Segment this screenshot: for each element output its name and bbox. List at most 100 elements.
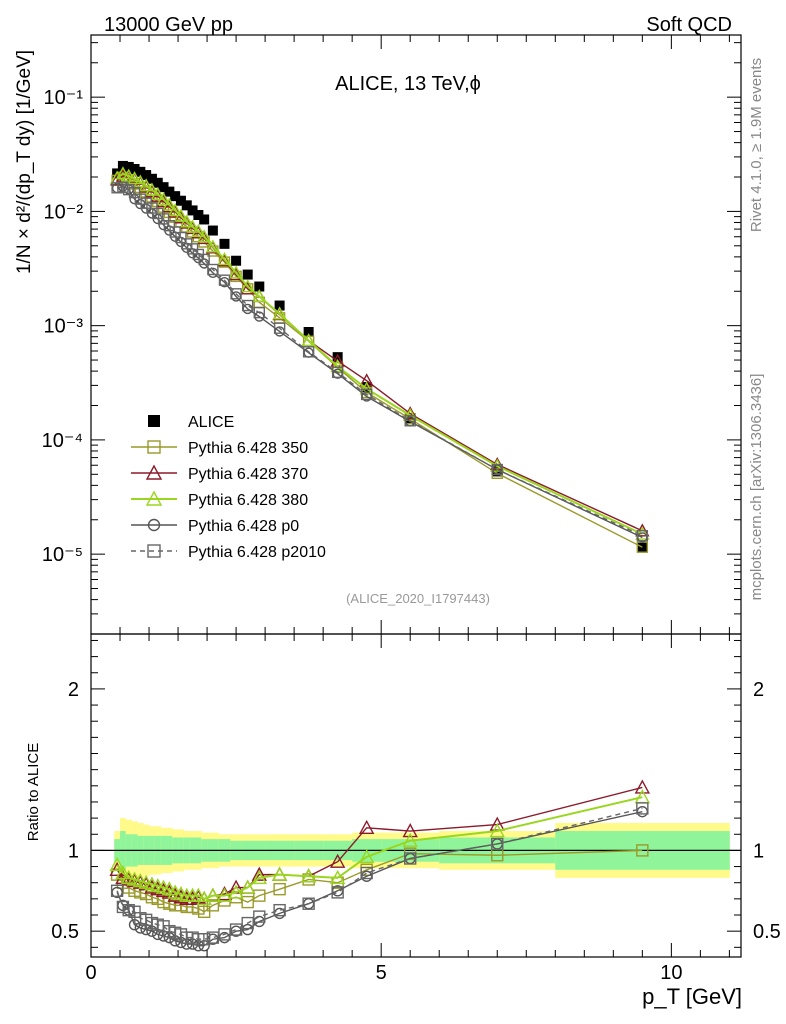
main-y-axis-label: 1/N × d²/(dp_T dy) [1/GeV] [14, 50, 35, 274]
legend-label: Pythia 6.428 350 [188, 440, 308, 457]
data-point [331, 366, 344, 379]
data-point [148, 415, 160, 427]
data-point [110, 884, 124, 897]
ratio-y-tick-label: 1 [68, 840, 79, 862]
x-tick-label: 5 [376, 962, 387, 984]
data-point [228, 265, 244, 279]
data-point [219, 238, 230, 249]
legend-entry-alice: ALICE [148, 414, 234, 431]
data-point [152, 177, 163, 188]
data-point [271, 866, 288, 881]
data-point [138, 178, 154, 192]
data-point [187, 205, 198, 216]
data-point [146, 173, 157, 184]
data-point [205, 239, 221, 253]
legend-label: Pythia 6.428 p2010 [188, 544, 326, 561]
data-point [491, 837, 504, 851]
data-point [207, 225, 218, 236]
data-point [167, 204, 183, 218]
data-point [273, 322, 286, 334]
legend-entry-p2010: Pythia 6.428 p2010 [131, 544, 326, 561]
data-point [331, 886, 344, 899]
legend-entry-p380: Pythia 6.428 380 [131, 490, 308, 509]
data-point [228, 267, 244, 281]
data-point [158, 182, 169, 193]
data-point [179, 214, 194, 228]
y-tick-label: 10⁻² [44, 201, 84, 223]
mcplots-site-label: mcplots.cern.ch [arXiv:1306.3436] [748, 374, 765, 601]
data-point [241, 923, 254, 936]
data-point [231, 255, 242, 266]
series-p380-main [109, 166, 650, 540]
data-point [241, 299, 254, 312]
data-point [191, 223, 206, 237]
data-point [301, 333, 316, 347]
data-point [135, 166, 146, 177]
data-point [217, 251, 232, 266]
legend: ALICE Pythia 6.428 350 Pythia 6.428 370 Pyt… [131, 414, 326, 561]
y-tick-label: 10⁻⁴ [42, 430, 83, 452]
data-point [162, 197, 177, 211]
data-point [329, 853, 346, 868]
data-point [181, 200, 192, 211]
data-point [251, 869, 267, 885]
data-point [117, 160, 128, 171]
y-tick-label: 10⁻⁵ [42, 544, 83, 566]
ratio-y-tick-label-right: 1 [753, 840, 764, 862]
data-point [134, 193, 147, 205]
data-point [111, 182, 123, 194]
data-point [489, 823, 505, 838]
data-point [253, 889, 266, 902]
data-point [300, 868, 317, 883]
data-point [358, 819, 375, 834]
data-point [123, 161, 134, 172]
data-point [240, 279, 255, 293]
legend-label: Pythia 6.428 380 [188, 492, 308, 509]
series-layer [109, 160, 651, 952]
data-point [252, 289, 267, 303]
data-point [115, 865, 131, 880]
data-point [404, 415, 416, 427]
data-point [329, 869, 346, 885]
data-point [147, 544, 161, 558]
ratio-y-tick-label-right: 2 [753, 679, 764, 701]
data-point [170, 191, 181, 202]
series-p2010-ratio [110, 802, 649, 946]
data-point [121, 168, 136, 182]
data-point [636, 844, 649, 857]
data-point [636, 530, 649, 542]
data-point [161, 881, 178, 896]
data-point [240, 879, 256, 894]
data-point [197, 933, 211, 946]
data-point [109, 856, 125, 872]
data-point [198, 253, 210, 266]
y-tick-label: 10⁻¹ [44, 87, 84, 109]
data-point [133, 174, 148, 188]
data-point [303, 326, 314, 337]
axis-ticks: 0 5 10 10⁻⁵ 10⁻⁴ 10⁻³ 10⁻² 10⁻¹ 0.5 0.5 1 1 2 2 [42, 35, 781, 984]
data-point [197, 905, 211, 918]
data-point [145, 490, 163, 506]
data-point [273, 903, 286, 917]
ratio-y-tick-label-right: 0.5 [753, 921, 781, 943]
series-p380-ratio [109, 789, 651, 906]
data-point [185, 219, 200, 233]
ratio-y-axis-label: Ratio to ALICE [25, 743, 42, 841]
data-point [150, 186, 165, 201]
data-point [636, 802, 649, 815]
legend-label: Pythia 6.428 370 [188, 466, 308, 483]
legend-entry-p370: Pythia 6.428 370 [131, 464, 308, 483]
data-point [228, 884, 244, 899]
data-point [216, 887, 233, 902]
ratio-y-tick-label: 0.5 [51, 921, 79, 943]
data-point [403, 852, 417, 865]
data-point [302, 897, 315, 910]
x-axis-label: p_T [GeV] [642, 984, 742, 1009]
data-point [127, 171, 142, 185]
data-point [157, 213, 170, 225]
data-point [199, 214, 210, 225]
data-point [241, 895, 254, 909]
data-point [145, 464, 163, 480]
series-line [117, 186, 643, 537]
